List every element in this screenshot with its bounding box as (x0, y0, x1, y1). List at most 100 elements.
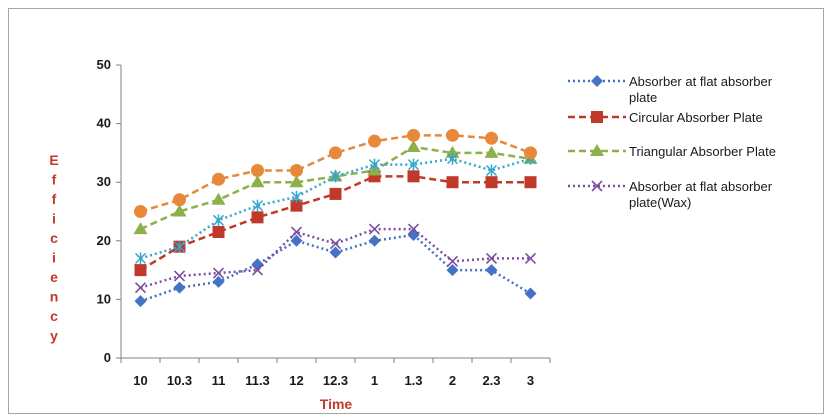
y-tick-label: 40 (97, 116, 111, 131)
data-point (446, 255, 459, 267)
data-point (134, 295, 147, 308)
data-point (251, 163, 264, 177)
data-point (446, 152, 459, 165)
series-2 (134, 170, 537, 277)
data-point (212, 214, 225, 227)
legend-marker (590, 144, 604, 156)
data-point (251, 264, 264, 276)
data-point (484, 145, 499, 158)
data-point (329, 170, 342, 183)
data-point (524, 252, 537, 264)
data-point (290, 190, 303, 203)
series-layer (133, 128, 538, 308)
legend-marker (591, 180, 603, 192)
legend-marker (591, 111, 603, 123)
data-point (368, 158, 381, 171)
data-point (134, 264, 147, 277)
data-point (446, 264, 459, 277)
data-point (172, 204, 187, 217)
data-point (485, 131, 498, 145)
legend-item: Triangular Absorber Plate (568, 144, 776, 159)
x-tick-label: 1 (371, 373, 378, 388)
legend-label: plate (629, 90, 657, 105)
data-point (368, 234, 381, 247)
y-axis: 0 10 20 30 40 50 (97, 57, 122, 365)
data-point (173, 240, 186, 253)
y-tick-label: 20 (97, 233, 111, 248)
x-tick-label: 11.3 (245, 373, 270, 388)
y-axis-title-letter: i (52, 211, 56, 227)
series-6 (134, 128, 537, 218)
data-point (329, 187, 342, 200)
y-tick-label: 50 (97, 57, 111, 72)
data-point (329, 146, 342, 160)
data-point (212, 267, 225, 279)
y-axis-title-letter: n (50, 289, 59, 305)
x-tick-label: 10 (133, 373, 147, 388)
data-point (134, 205, 147, 218)
legend-label: Circular Absorber Plate (629, 110, 763, 125)
data-point (368, 223, 381, 235)
data-point (485, 176, 498, 189)
data-point (524, 176, 537, 189)
data-point (134, 282, 147, 294)
data-point (290, 199, 303, 212)
data-point (173, 270, 186, 282)
y-tick-label: 10 (97, 291, 111, 306)
y-axis-title-letter: y (50, 328, 58, 344)
legend-label: Triangular Absorber Plate (629, 144, 776, 159)
series-4 (134, 223, 537, 294)
data-point (251, 199, 264, 212)
x-tick-label: 1.3 (404, 373, 422, 388)
series-line (140, 227, 531, 289)
x-tick-label: 11 (212, 373, 226, 388)
x-tick-label: 12.3 (323, 373, 348, 388)
data-point (524, 287, 537, 300)
y-axis-title-letter: c (50, 308, 58, 324)
data-point (212, 172, 225, 186)
legend-item: Circular Absorber Plate (568, 110, 763, 125)
data-point (329, 246, 342, 259)
series-5 (134, 152, 537, 265)
data-point (407, 158, 420, 171)
series-line (140, 233, 532, 303)
data-point (134, 252, 147, 265)
data-point (289, 175, 304, 188)
data-point (251, 211, 264, 224)
data-point (407, 170, 420, 183)
legend-marker (591, 75, 603, 87)
data-point (524, 146, 537, 160)
data-point (407, 223, 420, 235)
y-tick-label: 30 (97, 174, 111, 189)
data-point (211, 192, 226, 205)
x-tick-label: 2.3 (482, 373, 500, 388)
data-point (173, 281, 186, 294)
data-point (446, 128, 459, 142)
data-point (485, 264, 498, 277)
legend-label: Absorber at flat absorber (629, 74, 773, 89)
data-point (446, 176, 459, 189)
y-axis-title-letter: e (50, 269, 58, 285)
y-axis-title-letter: E (49, 152, 58, 168)
series-1 (134, 228, 537, 308)
data-point (329, 238, 342, 250)
x-tick-label: 3 (527, 373, 534, 388)
data-point (290, 226, 303, 238)
y-axis-title-letter: f (52, 172, 57, 188)
data-point (173, 193, 186, 207)
y-axis-title-letter: f (52, 191, 57, 207)
x-tick-label: 2 (449, 373, 456, 388)
y-axis-title-letter: i (52, 250, 56, 266)
data-point (290, 234, 303, 247)
y-tick-label: 0 (104, 350, 111, 365)
legend-label: Absorber at flat absorber (629, 179, 773, 194)
data-point (407, 128, 420, 142)
data-point (133, 222, 148, 235)
data-point (290, 163, 303, 177)
data-point (485, 164, 498, 177)
data-point (250, 175, 265, 188)
x-axis: 10 10.3 11 11.3 12 12.3 1 1.3 2 2.3 3 (120, 357, 551, 388)
